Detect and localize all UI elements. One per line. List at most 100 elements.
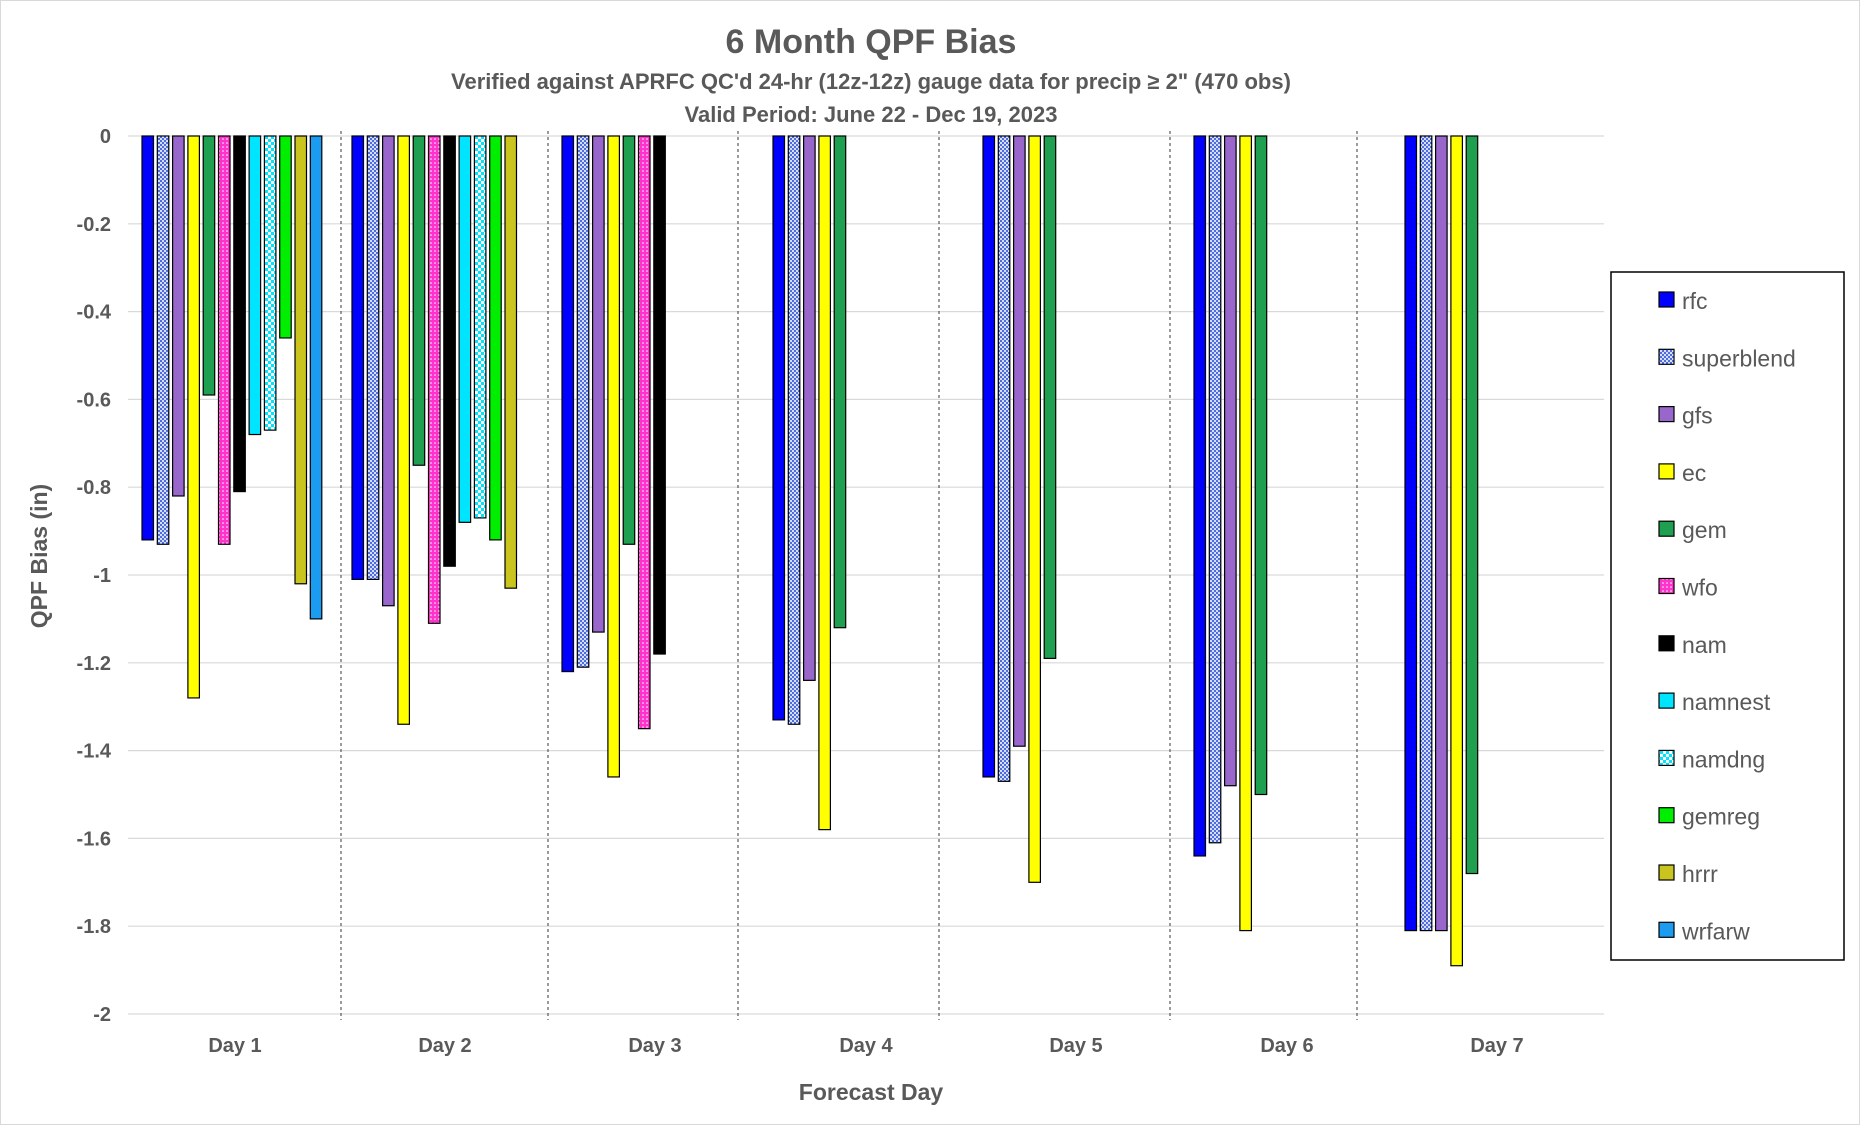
bar-superblend-day-6 — [1208, 135, 1222, 844]
y-tick-label: -1.6 — [77, 828, 111, 850]
chart-subtitle-period: Valid Period: June 22 - Dec 19, 2023 — [685, 102, 1058, 127]
legend-swatch-hrrr — [1658, 864, 1675, 881]
x-tick-label: Day 6 — [1260, 1035, 1313, 1057]
y-tick-label: -0.8 — [77, 477, 111, 499]
legend-label-namnest: namnest — [1682, 689, 1771, 715]
bar-rfc-day-1 — [141, 135, 155, 541]
legend-swatch-wfo — [1658, 577, 1675, 595]
bar-gem-day-7 — [1465, 135, 1479, 875]
bar-gem-day-2 — [412, 135, 426, 466]
bar-rfc-day-4 — [772, 135, 786, 721]
x-tick-labels: Day 1 Day 2 Day 3 Day 4 Day 5 Day 6 Day 7 — [208, 1035, 1523, 1057]
bar-rfc-day-6 — [1193, 135, 1207, 857]
bar-wfo-day-3 — [637, 135, 651, 730]
bar-wfo-day-2 — [427, 135, 441, 624]
bars — [141, 135, 1479, 967]
bar-gemreg-day-2 — [489, 135, 502, 541]
bar-rfc-day-3 — [561, 135, 575, 673]
bar-superblend-day-2 — [366, 135, 380, 580]
legend-label-ec: ec — [1682, 460, 1706, 486]
bar-ec-day-2 — [397, 135, 410, 725]
legend-swatch-gemreg — [1658, 807, 1675, 824]
legend-swatch-gfs — [1658, 406, 1675, 423]
y-tick-label: -2 — [93, 1004, 111, 1026]
bar-gem-day-3 — [622, 135, 636, 545]
legend-swatch-nam — [1658, 635, 1675, 652]
bar-namnest-day-1 — [248, 135, 262, 436]
y-tick-label: -1.8 — [77, 916, 111, 938]
bar-gfs-day-4 — [802, 135, 816, 681]
legend-swatch-wrfarw — [1658, 921, 1675, 938]
bar-superblend-day-4 — [787, 135, 801, 725]
bar-gfs-day-2 — [382, 135, 395, 607]
y-tick-label: -0.4 — [77, 302, 112, 324]
x-tick-label: Day 4 — [839, 1035, 893, 1057]
legend: rfc superblend gfs ec gem wfo nam namnest namdng… — [1610, 271, 1845, 961]
bar-nam-day-3 — [653, 135, 666, 655]
legend-label-namdng: namdng — [1682, 746, 1765, 772]
bar-nam-day-1 — [233, 135, 246, 493]
bar-rfc-day-2 — [351, 135, 365, 580]
bar-ec-day-7 — [1450, 135, 1464, 967]
legend-swatch-namdng — [1658, 749, 1675, 767]
y-axis-title: QPF Bias (in) — [26, 484, 52, 628]
y-tick-label: 0 — [100, 126, 111, 148]
bar-gem-day-5 — [1043, 135, 1057, 660]
legend-swatch-rfc — [1658, 291, 1675, 308]
y-tick-label: -1.4 — [77, 741, 112, 763]
legend-box — [1610, 271, 1845, 961]
legend-label-wfo: wfo — [1681, 575, 1718, 601]
x-tick-label: Day 3 — [628, 1035, 681, 1057]
legend-swatch-ec — [1658, 463, 1675, 480]
legend-label-gem: gem — [1682, 517, 1727, 543]
y-tick-label: -0.2 — [77, 214, 111, 236]
bar-rfc-day-5 — [982, 135, 996, 778]
legend-label-gfs: gfs — [1682, 403, 1713, 429]
legend-swatch-namnest — [1658, 692, 1675, 709]
chart-subtitle: Verified against APRFC QC'd 24-hr (12z-1… — [451, 69, 1291, 94]
bar-ec-day-4 — [818, 135, 832, 831]
bar-ec-day-5 — [1028, 135, 1042, 883]
x-tick-label: Day 1 — [208, 1035, 261, 1057]
bar-hrrr-day-1 — [294, 135, 308, 585]
bar-ec-day-6 — [1239, 135, 1253, 932]
bar-namnest-day-2 — [458, 135, 472, 523]
bar-wrfarw-day-1 — [309, 135, 323, 620]
bar-gfs-day-7 — [1434, 135, 1448, 932]
legend-swatch-superblend — [1658, 348, 1675, 365]
bar-superblend-day-7 — [1419, 135, 1433, 932]
legend-swatch-gem — [1658, 520, 1675, 537]
legend-label-hrrr: hrrr — [1682, 861, 1718, 887]
legend-label-superblend: superblend — [1682, 345, 1796, 371]
bar-namdng-day-1 — [263, 135, 277, 431]
bar-gemreg-day-1 — [279, 135, 292, 339]
bar-gfs-day-1 — [172, 135, 185, 497]
category-dividers — [340, 131, 1358, 1020]
bar-superblend-day-5 — [997, 135, 1011, 782]
legend-label-gemreg: gemreg — [1682, 804, 1760, 830]
legend-label-wrfarw: wrfarw — [1681, 918, 1750, 944]
x-tick-label: Day 7 — [1470, 1035, 1523, 1057]
bar-gfs-day-5 — [1012, 135, 1026, 747]
y-tick-label: -1.2 — [77, 653, 111, 675]
bar-namdng-day-2 — [473, 135, 487, 519]
gridlines — [128, 135, 1604, 1015]
bar-hrrr-day-2 — [504, 135, 518, 589]
chart-title: 6 Month QPF Bias — [726, 23, 1017, 61]
bar-gfs-day-3 — [591, 135, 605, 633]
x-tick-label: Day 2 — [418, 1035, 471, 1057]
bar-ec-day-1 — [187, 135, 200, 699]
y-tick-label: -1 — [93, 565, 111, 587]
y-tick-labels: 0 -0.2 -0.4 -0.6 -0.8 -1 -1.2 -1.4 -1.6 -1.8 -2 — [77, 126, 112, 1026]
bar-gem-day-4 — [833, 135, 847, 629]
y-tick-label: -0.6 — [77, 389, 111, 411]
bar-gem-day-6 — [1254, 135, 1268, 796]
bar-superblend-day-3 — [576, 135, 590, 668]
bar-superblend-day-1 — [156, 135, 170, 545]
legend-label-rfc: rfc — [1682, 288, 1708, 314]
x-tick-label: Day 5 — [1049, 1035, 1102, 1057]
bar-wfo-day-1 — [217, 135, 231, 545]
bar-ec-day-3 — [607, 135, 621, 778]
